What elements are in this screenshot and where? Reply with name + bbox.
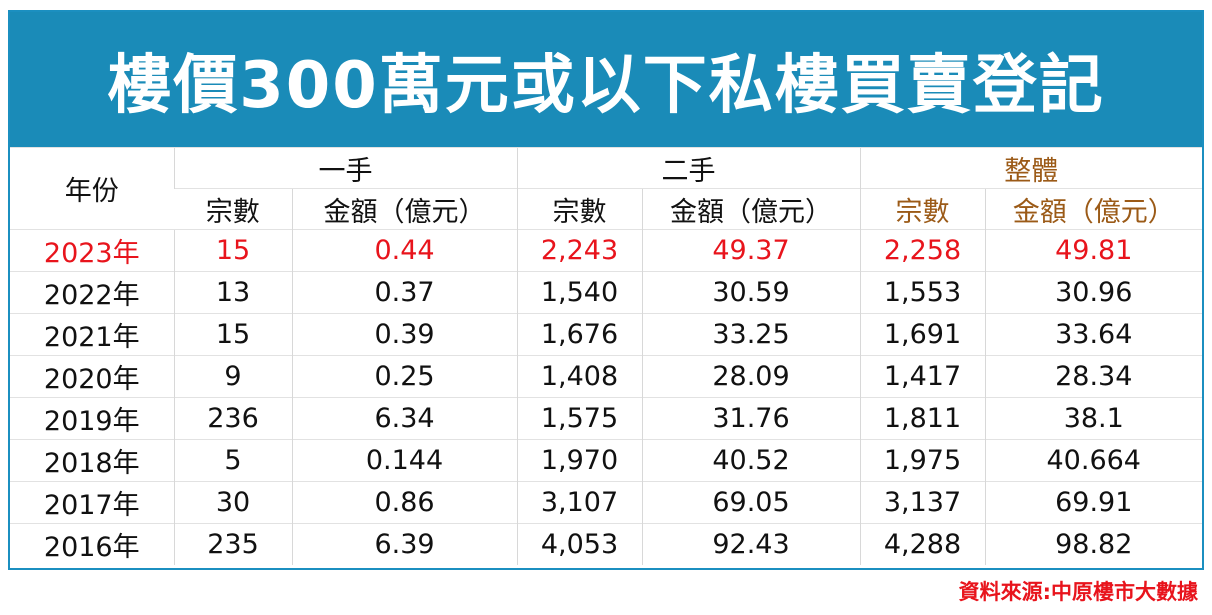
value-cell: 3,107: [516, 481, 642, 524]
sub-header: 宗數: [174, 188, 292, 230]
value-cell: 3,137: [859, 481, 985, 524]
value-cell: 1,575: [516, 397, 642, 440]
value-cell: 0.39: [291, 313, 517, 356]
value-cell: 6.34: [291, 397, 517, 440]
value-cell: 33.25: [641, 313, 860, 356]
value-cell: 0.44: [291, 229, 517, 272]
year-cell: 2018年: [10, 439, 174, 482]
sub-header: 金額（億元）: [291, 188, 517, 230]
sub-header: 金額（億元）: [641, 188, 860, 230]
value-cell: 38.1: [984, 397, 1202, 440]
year-header: 年份: [10, 147, 174, 230]
value-cell: 6.39: [291, 523, 517, 565]
value-cell: 1,691: [859, 313, 985, 356]
table-body: 年份 一手 二手 整體 宗數 金額（億元） 宗數 金額（億元） 宗數 金額（億元） 202…: [10, 147, 1202, 565]
data-row: 2016年 235 6.39 4,053 92.43 4,288 98.82: [10, 523, 1202, 565]
value-cell: 1,811: [859, 397, 985, 440]
year-cell: 2016年: [10, 523, 174, 565]
group-header: 整體: [859, 147, 1202, 189]
value-cell: 0.37: [291, 271, 517, 314]
value-cell: 49.37: [641, 229, 860, 272]
value-cell: 1,540: [516, 271, 642, 314]
value-cell: 1,676: [516, 313, 642, 356]
value-cell: 4,288: [859, 523, 985, 565]
value-cell: 1,408: [516, 355, 642, 398]
value-cell: 30.59: [641, 271, 860, 314]
data-row: 2018年 5 0.144 1,970 40.52 1,975 40.664: [10, 439, 1202, 482]
sub-header: 宗數: [516, 188, 642, 230]
year-cell: 2020年: [10, 355, 174, 398]
source-note: 資料來源:中原樓市大數據: [958, 580, 1198, 604]
data-row: 2023年 15 0.44 2,243 49.37 2,258 49.81: [10, 229, 1202, 272]
data-row: 2020年 9 0.25 1,408 28.09 1,417 28.34: [10, 355, 1202, 398]
sub-header-row: 宗數 金額（億元） 宗數 金額（億元） 宗數 金額（億元）: [10, 188, 1202, 230]
value-cell: 30: [173, 481, 292, 524]
year-cell: 2021年: [10, 313, 174, 356]
value-cell: 1,975: [859, 439, 985, 482]
group-header: 一手: [173, 147, 517, 189]
value-cell: 4,053: [516, 523, 642, 565]
value-cell: 0.144: [291, 439, 517, 482]
table-frame: 樓價300萬元或以下私樓買賣登記 年份 一手 二手 整體 宗數 金額（億元） 宗數金…: [8, 10, 1204, 570]
value-cell: 2,243: [516, 229, 642, 272]
value-cell: 30.96: [984, 271, 1202, 314]
value-cell: 28.34: [984, 355, 1202, 398]
data-row: 2021年 15 0.39 1,676 33.25 1,691 33.64: [10, 313, 1202, 356]
value-cell: 1,970: [516, 439, 642, 482]
value-cell: 235: [173, 523, 292, 565]
year-cell: 2023年: [10, 229, 174, 272]
data-row: 2019年 236 6.34 1,575 31.76 1,811 38.1: [10, 397, 1202, 440]
group-header: 二手: [516, 147, 860, 189]
value-cell: 1,417: [859, 355, 985, 398]
value-cell: 69.05: [641, 481, 860, 524]
title: 樓價300萬元或以下私樓買賣登記: [10, 12, 1202, 147]
sub-header: 宗數: [859, 188, 985, 230]
value-cell: 2,258: [859, 229, 985, 272]
value-cell: 0.86: [291, 481, 517, 524]
value-cell: 49.81: [984, 229, 1202, 272]
value-cell: 236: [173, 397, 292, 440]
value-cell: 98.82: [984, 523, 1202, 565]
table: 年份 一手 二手 整體 宗數 金額（億元） 宗數 金額（億元） 宗數 金額（億元） 202…: [10, 147, 1202, 565]
value-cell: 40.52: [641, 439, 860, 482]
value-cell: 33.64: [984, 313, 1202, 356]
value-cell: 13: [173, 271, 292, 314]
group-header-row: 年份 一手 二手 整體: [10, 147, 1202, 230]
data-row: 2022年 13 0.37 1,540 30.59 1,553 30.96: [10, 271, 1202, 314]
value-cell: 40.664: [984, 439, 1202, 482]
value-cell: 28.09: [641, 355, 860, 398]
value-cell: 31.76: [641, 397, 860, 440]
data-row: 2017年 30 0.86 3,107 69.05 3,137 69.91: [10, 481, 1202, 524]
value-cell: 15: [173, 313, 292, 356]
year-cell: 2019年: [10, 397, 174, 440]
value-cell: 0.25: [291, 355, 517, 398]
value-cell: 9: [173, 355, 292, 398]
year-cell: 2017年: [10, 481, 174, 524]
year-cell: 2022年: [10, 271, 174, 314]
sub-header: 金額（億元）: [984, 188, 1202, 230]
value-cell: 1,553: [859, 271, 985, 314]
value-cell: 15: [173, 229, 292, 272]
value-cell: 92.43: [641, 523, 860, 565]
value-cell: 5: [173, 439, 292, 482]
value-cell: 69.91: [984, 481, 1202, 524]
